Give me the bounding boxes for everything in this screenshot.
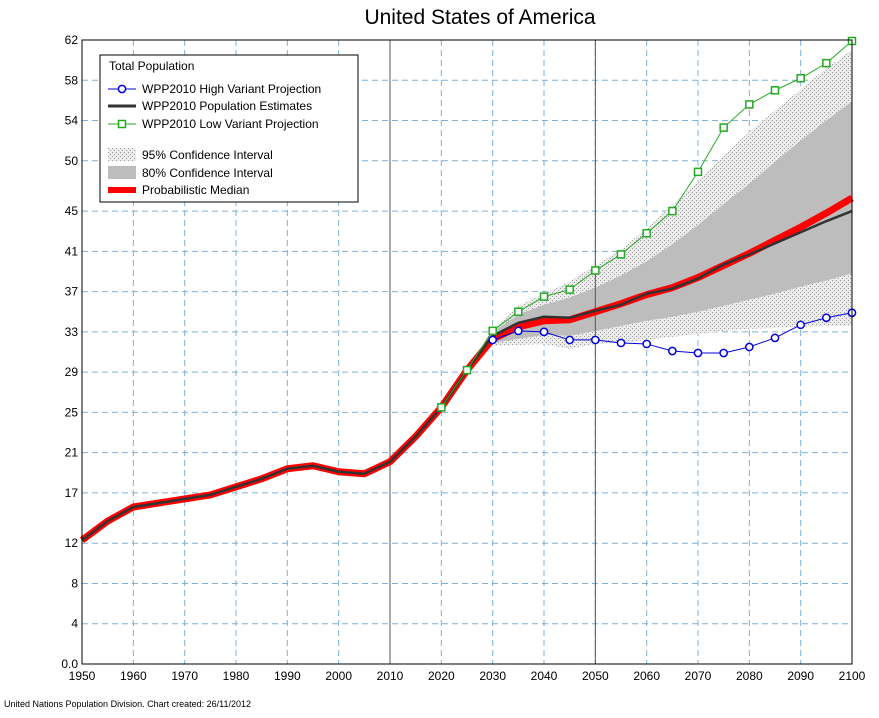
low-variant-point bbox=[745, 100, 754, 109]
high-variant-point bbox=[796, 320, 806, 330]
legend-box bbox=[99, 54, 359, 203]
legend-label: WPP2010 Low Variant Projection bbox=[142, 117, 319, 131]
x-tick-label: 1990 bbox=[274, 669, 301, 683]
high-variant-point bbox=[488, 335, 498, 345]
y-tick-label: 0.0 bbox=[61, 657, 78, 671]
x-tick-label: 2050 bbox=[582, 669, 609, 683]
legend-swatch-80 bbox=[108, 166, 136, 179]
legend-title: Total Population bbox=[109, 59, 194, 73]
legend: Total Population WPP2010 High Variant Pro… bbox=[99, 54, 359, 203]
y-tick-label: 45 bbox=[65, 204, 79, 218]
confidence-bands bbox=[467, 50, 852, 371]
y-tick-label: 21 bbox=[65, 446, 79, 460]
high-variant-point bbox=[590, 335, 600, 345]
high-variant-point bbox=[642, 339, 652, 349]
low-variant-point bbox=[719, 123, 728, 132]
y-tick-label: 62 bbox=[65, 33, 79, 47]
low-variant-point bbox=[642, 228, 651, 238]
high-variant-point bbox=[667, 346, 677, 356]
low-variant-point bbox=[514, 307, 523, 316]
y-tick-label: 25 bbox=[65, 405, 79, 419]
low-variant-point bbox=[822, 58, 831, 68]
y-tick-label: 33 bbox=[65, 325, 79, 339]
low-variant-point bbox=[565, 285, 574, 294]
legend-marker-circle bbox=[117, 84, 127, 94]
plot-frame bbox=[81, 39, 853, 665]
high-variant-point bbox=[744, 342, 754, 352]
low-variant-point bbox=[591, 266, 600, 275]
y-tick-label: 12 bbox=[65, 536, 79, 550]
chart-footer: United Nations Population Division. Char… bbox=[4, 699, 251, 709]
x-tick-label: 1950 bbox=[69, 669, 96, 683]
x-tick-label: 2070 bbox=[685, 669, 712, 683]
high-variant-point bbox=[565, 335, 575, 345]
x-tick-label: 2020 bbox=[428, 669, 455, 683]
x-tick-label: 2040 bbox=[531, 669, 558, 683]
low-variant-point bbox=[693, 167, 703, 177]
y-tick-label: 41 bbox=[65, 244, 79, 258]
reference-lines bbox=[389, 40, 596, 664]
low-variant-point bbox=[770, 86, 780, 95]
high-variant-point bbox=[513, 326, 523, 336]
high-variant-point bbox=[539, 327, 549, 337]
x-tick-label: 2000 bbox=[325, 669, 352, 683]
x-tick-label: 1970 bbox=[171, 669, 198, 683]
y-tick-label: 17 bbox=[65, 486, 79, 500]
y-tick-label: 4 bbox=[71, 617, 78, 631]
y-tick-label: 37 bbox=[65, 285, 79, 299]
low-variant-point bbox=[616, 250, 626, 259]
low-variant-point bbox=[668, 206, 677, 216]
x-tick-label: 1980 bbox=[223, 669, 250, 683]
legend-swatch-95 bbox=[108, 148, 136, 161]
x-tick-label: 2080 bbox=[736, 669, 763, 683]
low-variant-point bbox=[437, 403, 446, 412]
legend-label: Probabilistic Median bbox=[142, 183, 249, 197]
axes: 1950 1960 1970 1980 1990 2000 2010 2020 2030 2040… bbox=[61, 33, 865, 683]
y-tick-label: 8 bbox=[71, 576, 78, 590]
y-tick-label: 29 bbox=[65, 365, 79, 379]
low-variant-point bbox=[488, 326, 497, 336]
legend-label: 80% Confidence Interval bbox=[142, 166, 273, 180]
legend-label: WPP2010 Population Estimates bbox=[142, 99, 312, 113]
y-tick-label: 54 bbox=[65, 114, 79, 128]
y-tick-label: 58 bbox=[65, 73, 79, 87]
band-80-confidence bbox=[467, 101, 852, 371]
x-tick-label: 2060 bbox=[633, 669, 660, 683]
chart-title: United States of America bbox=[364, 6, 595, 29]
low-variant-point bbox=[539, 292, 549, 301]
legend-label: WPP2010 High Variant Projection bbox=[142, 82, 321, 96]
low-variant-point bbox=[462, 365, 472, 375]
x-tick-label: 2090 bbox=[787, 669, 814, 683]
high-variant-point bbox=[770, 333, 780, 343]
low-variant-point bbox=[796, 73, 805, 83]
x-tick-label: 1960 bbox=[120, 669, 147, 683]
x-tick-label: 2010 bbox=[377, 669, 404, 683]
high-variant-point bbox=[616, 338, 626, 348]
x-tick-label: 2100 bbox=[839, 669, 866, 683]
legend-label: 95% Confidence Interval bbox=[142, 148, 273, 162]
x-tick-label: 2030 bbox=[479, 669, 506, 683]
high-variant-point bbox=[821, 313, 831, 323]
high-variant-point bbox=[693, 348, 703, 358]
y-tick-label: 50 bbox=[65, 154, 79, 168]
legend-marker-square bbox=[117, 119, 127, 129]
high-variant-point bbox=[719, 348, 729, 358]
